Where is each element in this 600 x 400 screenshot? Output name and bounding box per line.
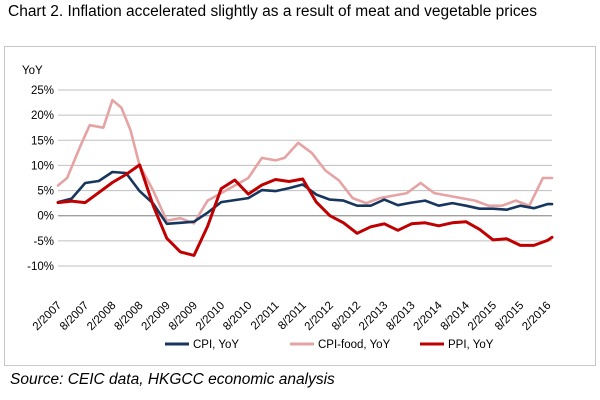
legend: CPI, YoY CPI-food, YoY PPI, YoY <box>165 339 494 351</box>
x-tick-label: 2/2012 <box>303 300 336 333</box>
y-tick-label: 15% <box>31 135 54 147</box>
x-tick-label: 2/2016 <box>520 300 553 333</box>
x-tick-label: 2/2014 <box>411 299 445 333</box>
series-line-2 <box>56 163 554 257</box>
x-tick-label: 2/2010 <box>194 300 227 333</box>
y-tick-label: -5% <box>34 236 54 248</box>
x-tick-label: 2/2008 <box>85 300 118 333</box>
y-tick-label: 10% <box>31 160 54 172</box>
x-tick-label: 8/2012 <box>330 300 363 333</box>
x-tick-labels: 2/20078/20072/20088/20082/20098/20092/20… <box>31 299 554 333</box>
series-line-1 <box>56 98 554 225</box>
y-tick-label: 5% <box>37 186 54 198</box>
legend-label: CPI, YoY <box>193 339 239 351</box>
x-tick-label: 2/2009 <box>140 300 173 333</box>
x-tick-label: 8/2008 <box>112 300 145 333</box>
legend-label: PPI, YoY <box>448 339 494 351</box>
x-tick-label: 8/2010 <box>221 300 254 333</box>
source-note: Source: CEIC data, HKGCC economic analys… <box>10 371 335 388</box>
series-lines <box>56 98 554 257</box>
chart-frame <box>4 46 596 366</box>
y-tick-label: 20% <box>31 110 54 122</box>
x-tick-label: 8/2015 <box>493 300 526 333</box>
x-tick-label: 8/2014 <box>439 299 473 333</box>
x-tick-label: 2/2013 <box>357 300 390 333</box>
x-tick-label: 2/2011 <box>249 300 282 333</box>
x-tick-label: 8/2007 <box>58 300 91 333</box>
y-gridlines <box>58 89 552 267</box>
legend-label: CPI-food, YoY <box>318 339 391 351</box>
y-axis-label: YoY <box>22 65 43 77</box>
y-tick-label: 0% <box>37 211 54 223</box>
x-tick-label: 8/2009 <box>167 300 200 333</box>
x-tick-label: 8/2011 <box>276 300 309 333</box>
y-tick-labels: 25% 20% 15% 10% 5% 0% -5% -10% <box>27 85 54 273</box>
y-tick-label: -10% <box>27 261 54 273</box>
x-tick-label: 2/2007 <box>31 300 64 333</box>
chart-title: Chart 2. Inflation accelerated slightly … <box>8 3 538 20</box>
y-tick-label: 25% <box>31 85 54 97</box>
x-tick-label: 2/2015 <box>466 300 499 333</box>
x-tick-label: 8/2013 <box>384 300 417 333</box>
